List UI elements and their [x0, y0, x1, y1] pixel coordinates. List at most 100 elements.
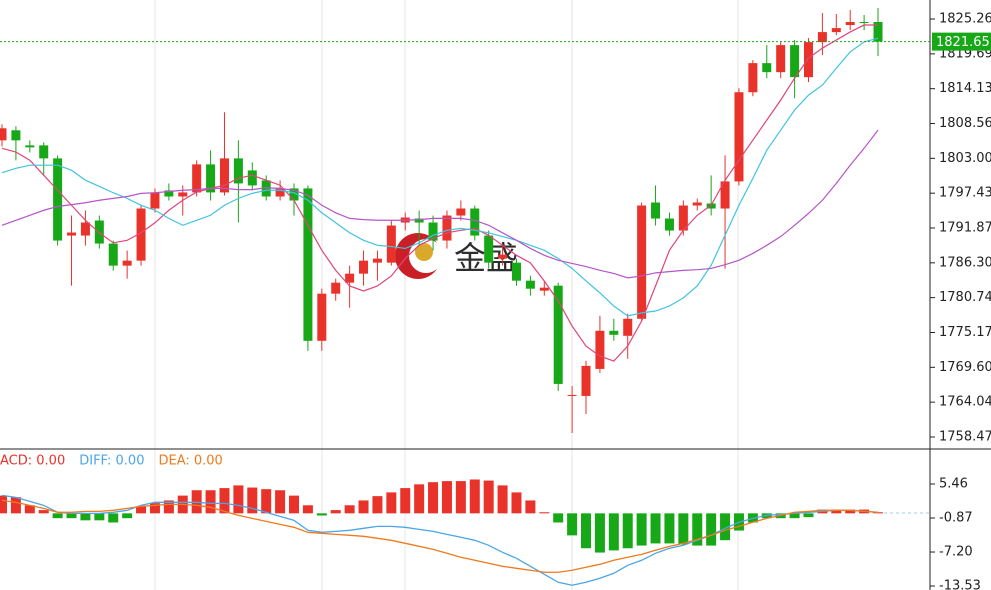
macd-bar: [233, 485, 244, 514]
macd-bar: [664, 513, 675, 544]
candle-body: [247, 170, 257, 186]
candle-body: [372, 258, 382, 263]
candle-body: [637, 205, 647, 319]
legend-entry: DIFF: 0.00: [79, 454, 144, 469]
moving-average-line: [1, 129, 879, 279]
macd-bar: [650, 513, 661, 544]
macd-bar: [414, 484, 425, 514]
macd-bar: [720, 513, 731, 541]
candle-body: [651, 202, 661, 219]
macd-bar: [219, 488, 230, 514]
macd-bar: [455, 481, 466, 514]
candle-body: [414, 218, 424, 223]
candle-body: [150, 192, 160, 209]
macd-bar: [831, 509, 842, 514]
candle-body: [317, 293, 327, 341]
y-tick-label: 1775.17: [939, 325, 991, 340]
macd-bar: [525, 500, 536, 514]
macd-bar: [497, 485, 508, 514]
candle-body: [748, 63, 758, 93]
macd-line: [1, 499, 879, 573]
candle-body: [581, 365, 591, 396]
candle-body: [303, 188, 313, 341]
macd-bar: [483, 480, 494, 514]
candle-body: [11, 130, 21, 141]
candle-body: [25, 145, 35, 148]
candle-body: [664, 218, 674, 231]
candle-body: [609, 330, 619, 335]
candle-body: [734, 92, 744, 182]
macd-bar: [511, 492, 522, 514]
macd-bar: [581, 513, 592, 549]
candle-body: [859, 22, 869, 24]
candle-body: [136, 208, 146, 261]
candle-body: [692, 202, 702, 206]
legend-entry: ACD: 0.00: [0, 454, 65, 469]
macd-bar: [553, 513, 564, 523]
macd-bar: [622, 513, 633, 549]
y-tick-label: 1758.47: [939, 429, 991, 444]
candle-body: [261, 180, 271, 197]
macd-bar: [316, 513, 327, 516]
candle-body: [428, 222, 438, 241]
candle-body: [164, 190, 174, 197]
macd-bar: [261, 489, 272, 514]
macd-bar: [80, 513, 91, 521]
macd-bar: [149, 503, 160, 514]
macd-bar: [289, 495, 300, 514]
last-price-box: [932, 32, 991, 51]
y-tick-label: 5.46: [939, 477, 968, 492]
macd-bar: [873, 512, 884, 514]
y-tick-label: 1825.26: [939, 12, 991, 27]
candle-body: [511, 262, 521, 281]
macd-bar: [469, 479, 480, 514]
y-tick-label: 1786.30: [939, 255, 991, 270]
candle-body: [345, 273, 355, 283]
macd-bar: [122, 513, 133, 519]
y-tick-label: 1769.60: [939, 360, 991, 375]
candle-body: [39, 145, 49, 159]
macd-bar: [205, 490, 216, 514]
macd-bar: [845, 509, 856, 514]
plot-layer: 1825.261819.691814.131808.561803.001797.…: [0, 8, 991, 590]
candle-body: [817, 32, 827, 43]
macd-bar: [330, 510, 341, 514]
macd-bar: [247, 487, 258, 514]
candle-body: [553, 285, 563, 384]
macd-bar: [608, 513, 619, 551]
macd-bar: [386, 492, 397, 514]
macd-bar: [0, 495, 7, 514]
macd-bar: [636, 513, 647, 546]
macd-bar: [678, 513, 689, 545]
macd-bar: [163, 500, 174, 514]
y-tick-label: 1808.56: [939, 116, 991, 131]
candle-body: [678, 205, 688, 231]
candle-body: [442, 215, 452, 241]
macd-bar: [38, 510, 49, 514]
candle-body: [233, 158, 243, 184]
y-tick-label: 1764.04: [939, 395, 991, 410]
legend-entry: DEA: 0.00: [158, 454, 222, 469]
candle-body: [470, 208, 480, 236]
candle-body: [776, 45, 786, 73]
candle-body: [539, 287, 549, 291]
candle-body: [53, 158, 63, 241]
macd-bar: [692, 513, 703, 546]
candle-body: [108, 243, 118, 266]
candle-body: [386, 225, 396, 263]
candle-body: [498, 254, 508, 259]
moving-average-line: [1, 24, 879, 362]
macd-bar: [24, 505, 35, 514]
y-tick-label: -13.53: [939, 579, 981, 590]
macd-bar: [136, 506, 147, 514]
macd-bar: [567, 513, 578, 536]
y-tick-label: 1797.43: [939, 186, 991, 201]
macd-bar: [441, 481, 452, 514]
candle-body: [289, 188, 299, 201]
candle-body: [219, 158, 229, 193]
macd-bar: [275, 490, 286, 514]
candle-body: [623, 318, 633, 336]
y-tick-label: -7.20: [939, 545, 973, 560]
candle-body: [845, 22, 855, 26]
macd-bar: [706, 513, 717, 546]
